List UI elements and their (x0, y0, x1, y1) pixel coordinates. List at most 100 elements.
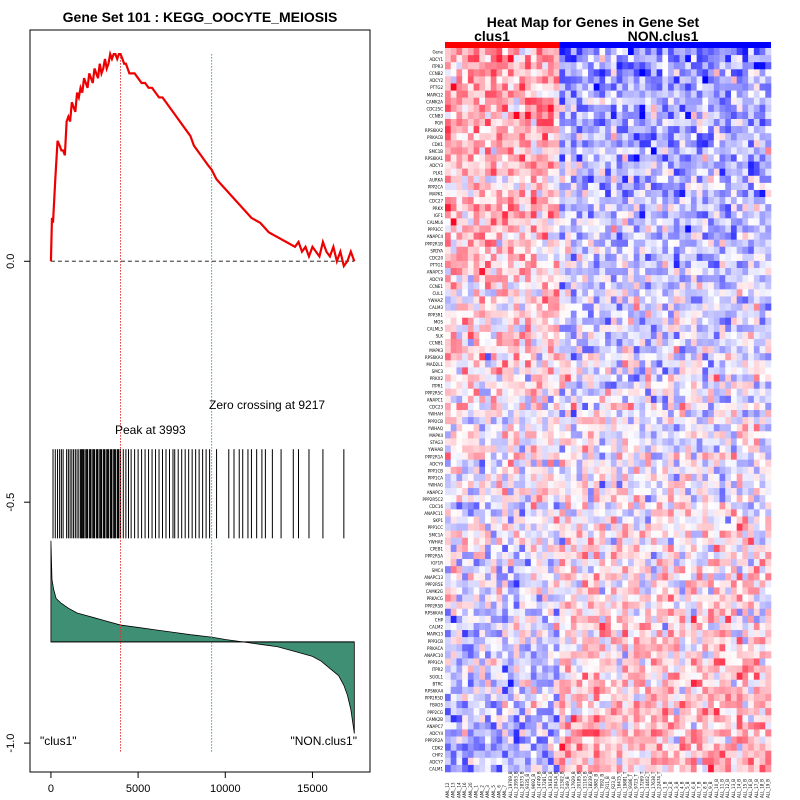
heatmap-cell (456, 459, 463, 468)
heatmap-cell (725, 317, 732, 326)
heatmap-cell (462, 580, 469, 588)
heatmap-cell (748, 452, 755, 460)
heatmap-cell (462, 544, 469, 553)
heatmap-cell (467, 367, 474, 375)
heatmap-cell (685, 594, 692, 602)
heatmap-cell (639, 303, 646, 311)
heatmap-cell (702, 424, 709, 432)
heatmap-cell (742, 367, 749, 375)
heatmap-cell (525, 537, 532, 546)
heatmap-cell (605, 445, 612, 453)
heatmap-cell (725, 367, 732, 375)
heatmap-cell (462, 90, 469, 98)
heatmap-cell (525, 225, 532, 233)
heatmap-cell (748, 537, 755, 546)
heatmap-cell (525, 424, 532, 432)
heatmap-cell (668, 111, 675, 120)
heatmap-cell (479, 97, 486, 106)
heatmap-cell (553, 310, 560, 319)
heatmap-cell (702, 445, 709, 453)
heatmap-cell (576, 622, 583, 631)
heatmap-cell (576, 168, 583, 177)
heatmap-cell (610, 587, 617, 595)
heatmap-cell (605, 282, 612, 290)
heatmap-cell (616, 473, 623, 482)
heatmap-cell (450, 168, 457, 177)
heatmap-cell (525, 559, 532, 567)
heatmap-cell (559, 644, 566, 652)
heatmap-cell (656, 488, 663, 496)
heatmap-cell (490, 615, 497, 624)
heatmap-cell (639, 289, 646, 297)
heatmap-cell (645, 76, 652, 84)
heatmap-cell (742, 360, 749, 368)
heatmap-cell (759, 239, 766, 248)
heatmap-cell (622, 246, 629, 255)
heatmap-cell (513, 346, 520, 354)
heatmap-cell (650, 104, 657, 113)
heatmap-cell (530, 615, 537, 624)
heatmap-cell (490, 331, 497, 340)
heatmap-cell (713, 644, 720, 652)
heatmap-cell (605, 118, 612, 127)
heatmap-cell (599, 324, 606, 333)
heatmap-cell (702, 331, 709, 340)
heatmap-cell (565, 530, 572, 539)
heatmap-cell (736, 48, 743, 56)
heatmap-cell (490, 76, 497, 84)
heatmap-cell (445, 282, 452, 290)
heatmap-cell (650, 346, 657, 354)
heatmap-cell (748, 346, 755, 354)
heatmap-cell (759, 566, 766, 574)
heatmap-cell (473, 594, 480, 602)
heatmap-cell (605, 246, 612, 255)
heatmap-cell (759, 452, 766, 460)
heatmap-cell (479, 154, 486, 162)
heatmap-cell (467, 118, 474, 127)
heatmap-cell (462, 310, 469, 319)
heatmap-cell (679, 275, 686, 283)
heatmap-cell (673, 445, 680, 453)
heatmap-cell (559, 211, 566, 219)
heatmap-cell (656, 211, 663, 219)
heatmap-cell (702, 133, 709, 141)
heatmap-cell (530, 381, 537, 390)
heatmap-cell (450, 374, 457, 382)
heatmap-cell (679, 502, 686, 510)
heatmap-cell (725, 296, 732, 304)
heatmap-cell (507, 282, 514, 290)
heatmap-cell (587, 218, 595, 226)
heatmap-cell (708, 523, 715, 531)
heatmap-cell (582, 395, 589, 404)
heatmap-cell (576, 523, 583, 531)
heatmap-cell (713, 204, 720, 212)
heatmap-cell (628, 367, 635, 375)
heatmap-cell (742, 90, 749, 98)
heatmap-cell (753, 438, 760, 446)
heatmap-cell (496, 402, 503, 411)
heatmap-cell (708, 473, 715, 482)
heatmap-cell (445, 353, 452, 361)
heatmap-cell (748, 118, 755, 127)
heatmap-cell (639, 480, 646, 489)
heatmap-cell (490, 395, 497, 404)
heatmap-cell (496, 424, 503, 432)
heatmap-cell (713, 346, 720, 354)
heatmap-cell (628, 324, 635, 333)
heatmap-cell (650, 97, 657, 106)
heatmap-cell (496, 573, 503, 581)
heatmap-cell (708, 303, 715, 311)
heatmap-cell (593, 544, 600, 553)
heatmap-cell (708, 182, 715, 191)
heatmap-cell (547, 324, 554, 333)
heatmap-cell (599, 601, 606, 610)
heatmap-cell (456, 147, 463, 155)
heatmap-cell (679, 459, 686, 468)
heatmap-cell (730, 488, 737, 496)
heatmap-cell (565, 381, 572, 390)
heatmap-cell (559, 580, 566, 588)
heatmap-cell (650, 62, 657, 70)
heatmap-cell (473, 374, 480, 382)
heatmap-cell (650, 615, 657, 624)
heatmap-cell (519, 509, 526, 517)
